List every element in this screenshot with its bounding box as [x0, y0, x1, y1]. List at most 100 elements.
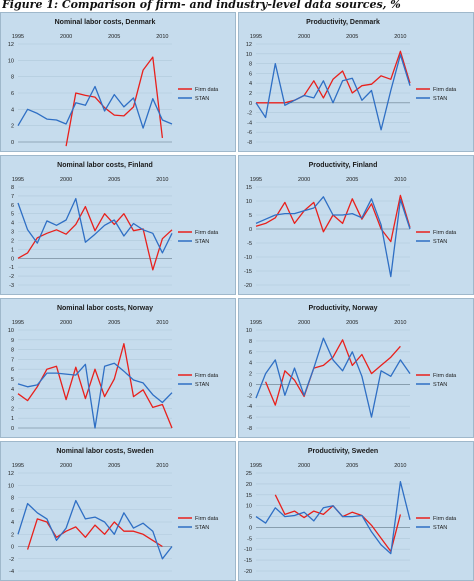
y-tick-label: 8: [11, 75, 14, 81]
chart-title: Nominal labor costs, Sweden: [56, 448, 153, 455]
y-tick-label: 2: [249, 372, 252, 378]
y-tick-label: 15: [246, 185, 252, 191]
x-tick-label: 2000: [60, 177, 72, 183]
x-tick-label: 1995: [12, 463, 24, 469]
series-line-firm-data: [65, 56, 164, 147]
y-tick-label: 8: [11, 496, 14, 502]
y-tick-label: 5: [11, 212, 14, 218]
x-tick-label: 2000: [298, 177, 310, 183]
y-tick-label: 0: [11, 426, 14, 432]
series-line-firm-data: [256, 50, 411, 104]
series-line-stan: [255, 337, 411, 418]
y-tick-label: 2: [11, 406, 14, 412]
x-tick-label: 2010: [156, 320, 168, 326]
legend-label: STAN: [433, 382, 447, 388]
y-tick-label: 4: [11, 520, 14, 526]
chart-title: Nominal labor costs, Denmark: [55, 19, 156, 26]
legend-label: STAN: [195, 239, 209, 245]
y-tick-label: 2: [11, 238, 14, 244]
x-tick-label: 2005: [108, 34, 120, 40]
legend-label: STAN: [195, 382, 209, 388]
legend-label: STAN: [433, 96, 447, 102]
x-tick-label: 2000: [60, 463, 72, 469]
x-tick-label: 1995: [250, 34, 262, 40]
x-tick-label: 1995: [250, 320, 262, 326]
y-tick-label: 7: [11, 357, 14, 363]
y-tick-label: -5: [247, 536, 252, 542]
y-tick-label: 25: [246, 471, 252, 477]
y-tick-label: 6: [11, 91, 14, 97]
y-tick-label: -15: [244, 558, 252, 564]
chart-panel: Nominal labor costs, Finland -3 -2 -1 0 1 2 3 4 5…: [0, 155, 236, 295]
legend-label: STAN: [195, 96, 209, 102]
legend-label: Firm data: [195, 373, 219, 379]
series-line-stan: [17, 197, 173, 254]
x-tick-label: 2000: [60, 34, 72, 40]
chart-title: Productivity, Norway: [308, 305, 377, 312]
series-line-stan: [17, 85, 173, 129]
y-tick-label: -4: [9, 569, 14, 575]
x-tick-label: 1995: [12, 320, 24, 326]
chart-panel: Nominal labor costs, Sweden -4 -2 0 2 4 6 8 10 12…: [0, 441, 236, 581]
legend-label: STAN: [195, 525, 209, 531]
y-tick-label: 6: [249, 350, 252, 356]
x-tick-label: 2005: [346, 320, 358, 326]
y-tick-label: -2: [247, 393, 252, 399]
y-tick-label: -4: [247, 404, 252, 410]
legend-label: Firm data: [433, 230, 457, 236]
y-tick-label: 12: [8, 471, 14, 477]
y-tick-label: -5: [247, 241, 252, 247]
x-tick-label: 1995: [12, 34, 24, 40]
y-tick-label: 15: [246, 493, 252, 499]
x-tick-label: 2010: [394, 463, 406, 469]
legend-label: STAN: [433, 239, 447, 245]
x-tick-label: 2010: [394, 34, 406, 40]
y-tick-label: -2: [9, 557, 14, 563]
chart-panel: Productivity, Finland -20 -15 -10 -5 0 5 10 15 19…: [238, 155, 474, 295]
y-tick-label: 10: [8, 328, 14, 334]
chart-panel: Nominal labor costs, Norway 0 1 2 3 4 5 6 7 8 9 10 1…: [0, 298, 236, 438]
y-tick-label: 8: [249, 62, 252, 68]
y-tick-label: 4: [11, 387, 14, 393]
y-tick-label: 4: [249, 361, 252, 367]
chart-title: Productivity, Finland: [309, 162, 378, 169]
y-tick-label: 10: [8, 58, 14, 64]
x-tick-label: 2005: [346, 177, 358, 183]
y-tick-label: 5: [11, 377, 14, 383]
x-tick-label: 2010: [394, 320, 406, 326]
y-tick-label: 1: [11, 416, 14, 422]
chart-grid: Nominal labor costs, Denmark024681012199…: [0, 12, 474, 581]
y-tick-label: 10: [246, 199, 252, 205]
y-tick-label: -10: [244, 547, 252, 553]
y-tick-label: 1: [11, 247, 14, 253]
y-tick-label: 5: [249, 515, 252, 521]
series-line-stan: [255, 481, 411, 555]
x-tick-label: 2010: [156, 34, 168, 40]
y-tick-label: -6: [247, 415, 252, 421]
y-tick-label: 6: [11, 203, 14, 209]
y-tick-label: 0: [11, 545, 14, 551]
panel-background: [238, 12, 474, 152]
y-tick-label: -2: [247, 111, 252, 117]
y-tick-label: 0: [249, 382, 252, 388]
legend-label: Firm data: [433, 516, 457, 522]
figure-title: Figure 1: Comparison of firm- and indust…: [2, 0, 401, 11]
y-tick-label: 8: [249, 339, 252, 345]
y-tick-label: -2: [9, 274, 14, 280]
chart-panel: Productivity, Denmark -8 -6 -4 -2 0 2 4 6 8 10 12 19…: [238, 12, 474, 152]
y-tick-label: 0: [249, 101, 252, 107]
y-tick-label: 9: [11, 338, 14, 344]
y-tick-label: 8: [11, 185, 14, 191]
x-tick-label: 2000: [298, 34, 310, 40]
chart-panel: Productivity, Sweden -20 -15 -10 -5 0 5 10 15 20 2…: [238, 441, 474, 581]
y-tick-label: 3: [11, 397, 14, 403]
legend-label: Firm data: [195, 230, 219, 236]
chart-title: Productivity, Sweden: [308, 448, 378, 455]
panel-background: [0, 298, 236, 438]
y-tick-label: 0: [249, 227, 252, 233]
panel-background: [0, 12, 236, 152]
x-tick-label: 1995: [12, 177, 24, 183]
legend-label: Firm data: [433, 87, 457, 93]
x-tick-label: 2000: [298, 463, 310, 469]
y-tick-label: 7: [11, 194, 14, 200]
